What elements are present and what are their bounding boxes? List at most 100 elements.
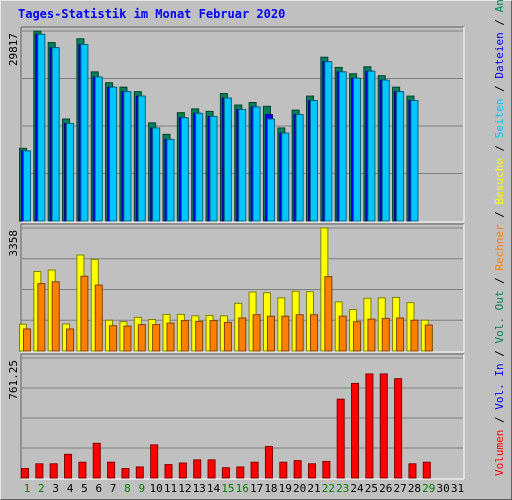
bar-rechner-8 [123, 325, 132, 352]
bar-rechner-27 [396, 317, 405, 352]
bar-rechner-10 [152, 324, 161, 352]
bar-rechner-16 [238, 317, 247, 352]
day-label-10: 10 [150, 482, 163, 495]
day-label-21: 21 [307, 482, 320, 495]
bar-volumen-24 [351, 382, 360, 479]
bar-rechner-25 [367, 318, 376, 352]
day-label-23: 23 [336, 482, 349, 495]
bar-volumen-18 [264, 445, 273, 479]
bar-rechner-26 [381, 317, 390, 352]
bar-seiten-16 [238, 108, 247, 222]
bar-rechner-2 [37, 283, 46, 352]
bar-rechner-13 [195, 320, 204, 352]
day-label-27: 27 [393, 482, 406, 495]
bar-rechner-14 [209, 320, 218, 352]
bar-seiten-12 [180, 117, 189, 222]
bar-rechner-9 [137, 324, 146, 352]
bar-volumen-6 [92, 442, 101, 479]
bar-rechner-17 [252, 314, 261, 352]
bar-volumen-7 [107, 461, 116, 479]
bar-rechner-23 [338, 315, 347, 352]
day-label-19: 19 [279, 482, 292, 495]
bar-volumen-1 [21, 468, 29, 479]
bar-seiten-4 [66, 123, 75, 222]
legend-rechner: Rechner [493, 224, 506, 271]
bar-seiten-20 [295, 114, 304, 222]
legend-besuche: Besuche [493, 158, 506, 204]
bar-rechner-19 [281, 315, 290, 352]
bar-rechner-22 [324, 276, 333, 352]
side-legend: Volumen / Vol. In / Vol. Out / Rechner /… [493, 0, 506, 476]
scale-label: 3358 [7, 230, 20, 257]
bar-seiten-18 [266, 118, 275, 222]
bar-volumen-25 [365, 373, 374, 479]
bar-volumen-23 [336, 398, 345, 479]
bar-volumen-19 [279, 461, 288, 479]
legend-vol-out: Vol. Out [493, 291, 506, 344]
bar-seiten-9 [137, 95, 146, 222]
bar-rechner-1 [23, 328, 31, 352]
day-label-14: 14 [207, 482, 221, 495]
bar-seiten-28 [410, 100, 419, 222]
scale-label: 29817 [7, 33, 20, 66]
bar-rechner-12 [180, 320, 189, 352]
page-title: Tages-Statistik im Monat Februar 2020 [18, 7, 286, 21]
bar-volumen-5 [78, 461, 87, 479]
legend-vol-in: Vol. In [493, 363, 506, 409]
bar-rechner-21 [310, 314, 318, 352]
day-label-15: 15 [221, 482, 234, 495]
day-label-22: 22 [322, 482, 335, 495]
legend--: / [493, 271, 506, 291]
bar-rechner-11 [166, 322, 175, 352]
bar-volumen-12 [178, 462, 187, 479]
bar-volumen-10 [150, 444, 159, 479]
bar-seiten-24 [353, 77, 362, 222]
bar-seiten-6 [94, 76, 103, 222]
bar-seiten-3 [51, 47, 60, 222]
day-label-25: 25 [365, 482, 378, 495]
bar-rechner-4 [66, 328, 75, 352]
day-label-30: 30 [437, 482, 450, 495]
bar-rechner-5 [80, 275, 89, 352]
day-label-7: 7 [110, 482, 117, 495]
bar-volumen-20 [293, 460, 302, 479]
panel-visits: 3358 [7, 223, 465, 353]
bar-volumen-9 [135, 466, 144, 479]
bar-rechner-29 [424, 324, 433, 352]
bar-seiten-5 [80, 43, 89, 222]
bar-volumen-21 [308, 463, 316, 479]
day-label-16: 16 [236, 482, 249, 495]
day-label-9: 9 [138, 482, 145, 495]
bar-seiten-10 [152, 127, 161, 222]
bar-rechner-18 [266, 315, 275, 352]
legend-volumen: Volumen [493, 430, 506, 476]
legend--: / [493, 344, 506, 364]
bar-seiten-13 [195, 112, 204, 222]
day-label-11: 11 [164, 482, 177, 495]
bar-volumen-28 [408, 463, 417, 479]
legend-dateien: Dateien [493, 32, 506, 78]
legend-anfragen: Anfragen [493, 0, 506, 12]
bar-rechner-3 [51, 281, 60, 352]
bar-seiten-26 [381, 79, 390, 222]
bar-seiten-21 [310, 100, 318, 222]
bar-volumen-8 [121, 468, 130, 479]
bar-rechner-15 [223, 321, 232, 352]
day-label-18: 18 [264, 482, 277, 495]
day-label-8: 8 [124, 482, 131, 495]
day-label-4: 4 [67, 482, 74, 495]
bar-seiten-23 [338, 71, 347, 222]
day-label-26: 26 [379, 482, 392, 495]
day-label-28: 28 [408, 482, 421, 495]
panel-volume: 761.25 [7, 353, 465, 480]
bar-volumen-17 [250, 461, 259, 479]
bar-seiten-19 [281, 132, 290, 222]
day-label-6: 6 [95, 482, 102, 495]
bar-volumen-22 [322, 460, 331, 479]
day-label-20: 20 [293, 482, 306, 495]
day-label-13: 13 [193, 482, 206, 495]
day-label-17: 17 [250, 482, 263, 495]
bar-rechner-20 [295, 314, 304, 352]
bar-volumen-13 [193, 459, 202, 479]
